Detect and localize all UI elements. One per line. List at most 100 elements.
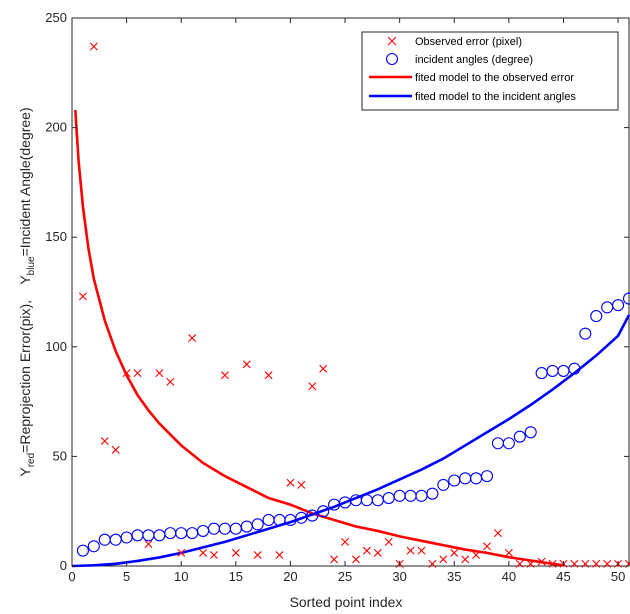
error-point [242, 360, 251, 369]
angle-point [612, 299, 625, 312]
error-point [570, 559, 579, 568]
x-tick-label: 45 [556, 569, 570, 584]
x-axis-ticks: 0 5 10 15 20 25 30 35 40 45 50 [68, 18, 625, 584]
angle-point [480, 470, 494, 483]
error-point [384, 537, 393, 546]
x-tick-label: 25 [338, 569, 352, 584]
error-point [177, 548, 186, 557]
angle-point [502, 437, 515, 450]
error-point [286, 478, 295, 487]
error-point [493, 529, 502, 538]
y-tick-label: 0 [60, 558, 67, 573]
error-point [89, 42, 98, 51]
error-point [319, 364, 328, 373]
angle-point [437, 478, 450, 491]
legend-entry-angle-model: fited model to the incident angles [369, 91, 576, 103]
error-point [406, 546, 415, 555]
y-axis-ticks: 0 50 100 150 200 250 [45, 10, 629, 573]
x-tick-label: 10 [174, 569, 188, 584]
error-point [144, 540, 153, 549]
legend-label-incident-angles: incident angles (degree) [415, 54, 533, 66]
x-tick-label: 30 [392, 569, 406, 584]
angle-point [426, 487, 439, 500]
x-tick-label: 50 [611, 569, 625, 584]
error-point [111, 445, 120, 454]
error-point [341, 537, 350, 546]
y-tick-label: 150 [45, 229, 67, 244]
x-tick-label: 40 [502, 569, 516, 584]
error-point [428, 559, 437, 568]
model-line-3 [71, 314, 630, 568]
angle-point [579, 327, 592, 340]
error-point [100, 437, 109, 446]
error-point [166, 377, 175, 386]
x-tick-label: 35 [447, 569, 461, 584]
y-axis-label-part2: =Reprojection Error(pix), Y [17, 275, 33, 453]
angle-point [513, 430, 526, 443]
error-point [330, 555, 339, 564]
error-point [592, 559, 601, 568]
error-point [231, 548, 240, 557]
angle-point [306, 509, 319, 522]
y-axis-label: Yred=Reprojection Error(pix), Yblue=Inci… [17, 107, 37, 476]
error-point [133, 369, 142, 378]
error-point [548, 559, 557, 568]
error-point [537, 557, 546, 566]
error-point [504, 548, 513, 557]
legend-entry-observed-error: Observed error (pixel) [387, 36, 522, 48]
x-tick-label: 0 [68, 569, 75, 584]
error-point [264, 371, 273, 380]
x-tick-label: 15 [229, 569, 243, 584]
y-axis-label-part3: =Incident Angle(degree) [17, 107, 33, 256]
error-point [275, 551, 284, 560]
angle-point [524, 426, 537, 439]
error-point [209, 551, 218, 560]
angle-point [251, 518, 264, 531]
y-tick-label: 50 [53, 448, 67, 463]
angle-point [590, 310, 603, 323]
error-point [526, 559, 535, 568]
legend-circle-marker [385, 52, 399, 66]
error-point [220, 371, 229, 380]
error-point [603, 559, 612, 568]
legend-entry-error-model: fited model to the observed error [369, 72, 574, 84]
angle-point [568, 362, 581, 375]
x-tick-label: 5 [123, 569, 130, 584]
error-point [417, 546, 426, 555]
error-point [439, 555, 448, 564]
y-tick-label: 250 [45, 10, 67, 25]
y-axis-label-part1: Y [17, 467, 33, 477]
legend-label-angle-model: fited model to the incident angles [415, 91, 576, 103]
x-tick-label: 20 [283, 569, 297, 584]
error-point [515, 559, 524, 568]
error-point [122, 369, 131, 378]
legend-entry-incident-angles: incident angles (degree) [385, 52, 533, 66]
model-line-2 [73, 109, 564, 567]
angle-point [87, 540, 100, 553]
error-point [297, 480, 306, 489]
y-tick-label: 200 [45, 120, 67, 135]
legend: Observed error (pixel) incident angles (… [361, 31, 619, 111]
series-layer [71, 42, 630, 568]
error-point [461, 555, 470, 564]
error-point [199, 548, 208, 557]
legend-label-error-model: fited model to the observed error [415, 72, 574, 84]
y-axis-label-sub1: red [26, 453, 37, 467]
x-axis-label: Sorted point index [290, 594, 403, 610]
angle-point [76, 544, 89, 557]
error-point [450, 548, 459, 557]
y-axis-label-sub2: blue [26, 256, 37, 275]
error-point [581, 559, 590, 568]
error-point [483, 542, 492, 551]
y-tick-label: 100 [45, 339, 67, 354]
error-point [155, 369, 164, 378]
legend-label-observed-error: Observed error (pixel) [415, 36, 522, 48]
error-point [351, 555, 360, 564]
error-point [373, 548, 382, 557]
error-point [472, 551, 481, 560]
error-point [362, 546, 371, 555]
angle-point [622, 292, 630, 305]
angle-point [317, 505, 330, 518]
legend-x-marker [387, 36, 397, 46]
